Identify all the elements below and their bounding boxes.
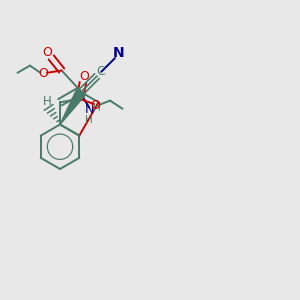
Text: H: H xyxy=(93,103,101,113)
Text: O: O xyxy=(39,67,49,80)
Text: H: H xyxy=(85,115,93,124)
Text: C: C xyxy=(96,65,105,78)
Text: O: O xyxy=(79,70,89,83)
Text: O: O xyxy=(42,46,52,59)
Text: N: N xyxy=(112,46,124,60)
Polygon shape xyxy=(60,89,86,124)
Text: N: N xyxy=(84,103,94,116)
Text: H: H xyxy=(43,95,51,108)
Text: O: O xyxy=(90,99,100,112)
